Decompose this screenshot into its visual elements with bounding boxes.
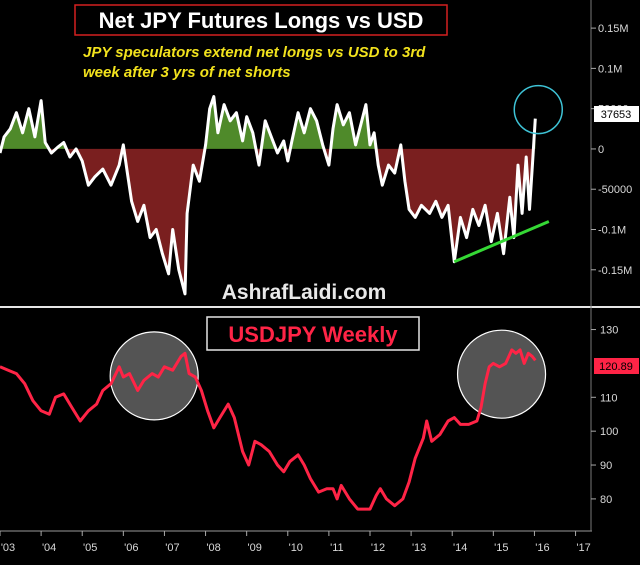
x-tick-label: '09 [247,542,261,554]
x-tick-label: '08 [206,542,220,554]
bottom-y-tick-label: 110 [600,392,618,404]
top-subtitle-line2: week after 3 yrs of net shorts [83,64,291,81]
x-tick-label: '04 [42,542,56,554]
x-tick-label: '05 [83,542,97,554]
x-tick-label: '17 [576,542,590,554]
top-y-tick-label: -50000 [598,184,632,196]
x-axis-ticks: '03 '04 '05 '06 '07 '08 '09 '10 '11 '12 '13 '14 '15 '… [0,531,591,554]
bottom-y-tick-label: 130 [600,325,618,337]
bottom-y-tick-label: 80 [600,494,612,506]
x-tick-label: '11 [330,542,344,554]
top-y-tick-label: 0.1M [598,63,622,75]
x-tick-label: '06 [124,542,138,554]
usdjpy-highlight-circle [456,329,547,419]
net-short-area [376,148,400,186]
positions-fill-areas [0,96,536,294]
top-y-tick-label: -0.15M [598,265,632,277]
bottom-y-axis: 130 110 100 90 80 [591,325,618,506]
last-usdjpy-value: 120.89 [599,361,633,373]
net-short-area [76,148,123,186]
bottom-y-tick-label: 100 [600,426,618,438]
top-y-tick-label: 0.15M [598,23,629,35]
support-trendline [453,220,550,264]
top-subtitle-line1: JPY speculators extend net longs vs USD … [83,44,426,61]
bottom-title-box: USDJPY Weekly [206,316,420,351]
highlight-circle [513,84,564,135]
last-usdjpy-value-badge: 120.89 [594,358,639,374]
net-long-area [204,96,256,149]
x-tick-label: '15 [494,542,508,554]
x-tick-label: '13 [412,542,426,554]
usdjpy-line [0,348,537,511]
x-tick-label: '12 [371,542,385,554]
last-positions-value-badge: 37653 [594,106,639,122]
top-y-tick-label: -0.1M [598,225,626,237]
net-short-area [401,148,534,262]
top-title-border [74,4,448,36]
x-tick-label: '16 [535,542,549,554]
net-long-area [330,104,377,149]
x-tick-label: '10 [289,542,303,554]
bottom-title: USDJPY Weekly [228,322,398,347]
last-usdjpy-badge-bg [594,358,639,374]
watermark: AshrafLaidi.com [222,281,387,304]
x-tick-label: '14 [453,542,467,554]
top-title: Net JPY Futures Longs vs USD [99,8,424,33]
last-positions-value: 37653 [601,109,632,121]
top-title-box: Net JPY Futures Longs vs USD [74,4,448,36]
bottom-y-tick-label: 90 [600,460,612,472]
x-tick-label: '03 [1,542,15,554]
top-y-tick-label: 0 [598,144,604,156]
x-tick-label: '07 [165,542,179,554]
bottom-title-border [206,316,420,351]
last-positions-badge-bg [594,106,639,122]
usdjpy-panel: 130 110 100 90 80 120.89 USDJPY Weekly [0,316,639,511]
